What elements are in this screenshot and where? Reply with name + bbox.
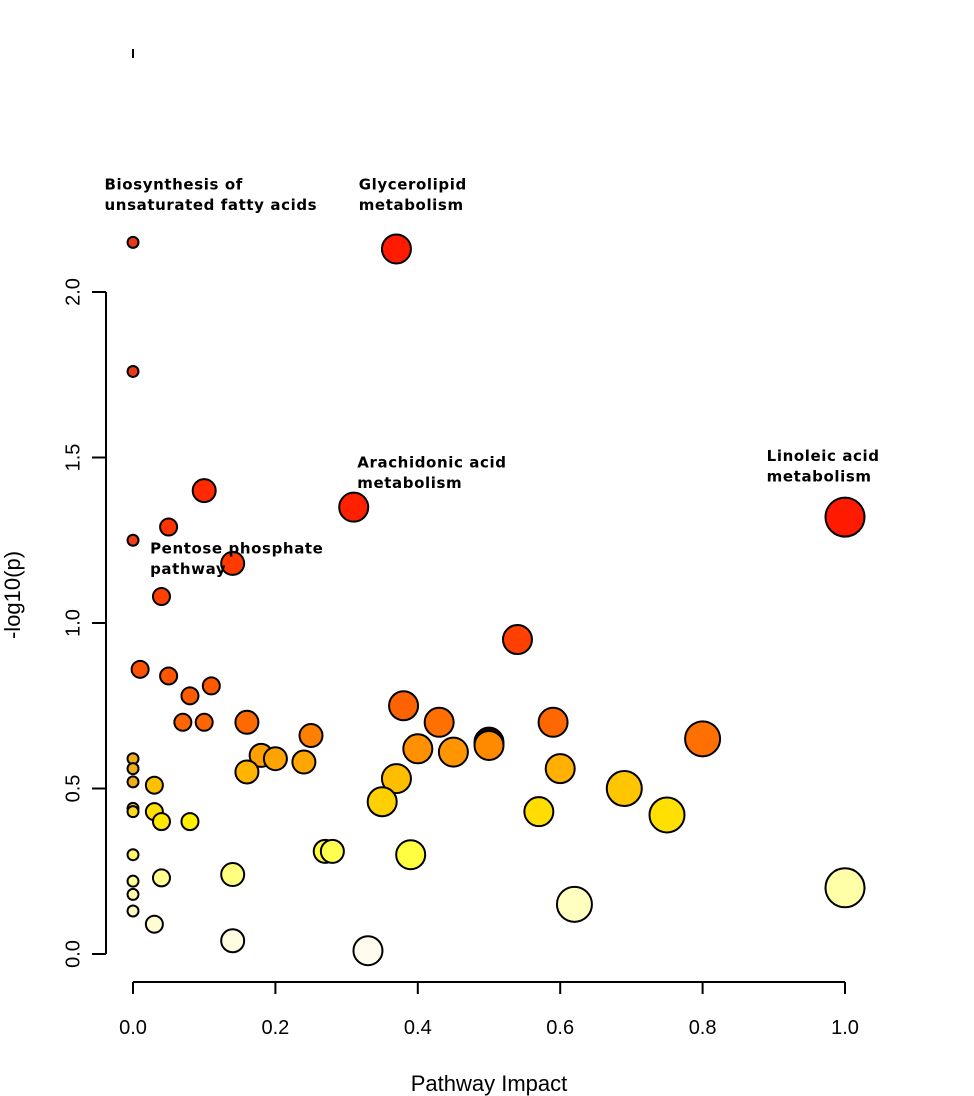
data-points xyxy=(126,233,866,967)
data-point xyxy=(605,770,643,807)
data-point xyxy=(262,746,288,772)
pathway-label: Biosynthesis of unsaturated fatty acids xyxy=(105,175,318,214)
data-point xyxy=(126,775,140,789)
data-point xyxy=(191,478,217,504)
data-point xyxy=(180,812,200,832)
data-point xyxy=(380,763,412,795)
data-point xyxy=(544,753,576,785)
pathway-label-line: pathway xyxy=(150,560,226,578)
x-axis-title: Pathway Impact xyxy=(411,1071,568,1096)
pathway-label: Arachidonic acid metabolism xyxy=(357,453,506,492)
data-point xyxy=(523,796,555,828)
data-point xyxy=(126,874,140,888)
data-point xyxy=(126,887,140,901)
data-point xyxy=(126,805,140,819)
x-tick-label: 0.0 xyxy=(119,1017,147,1039)
data-point xyxy=(555,885,593,923)
y-tick-label: 0.5 xyxy=(62,775,84,803)
pathway-label-line: Pentose phosphate xyxy=(150,539,323,557)
pathway-label-line: Biosynthesis of xyxy=(105,175,243,193)
data-point xyxy=(319,838,345,864)
data-point xyxy=(537,706,569,738)
data-point xyxy=(220,862,246,888)
y-tick-label: 1.5 xyxy=(62,444,84,472)
data-point xyxy=(126,533,140,547)
data-point xyxy=(126,848,140,862)
data-point xyxy=(159,666,179,686)
data-point xyxy=(684,720,722,758)
x-tick-label: 0.2 xyxy=(261,1017,289,1039)
data-point xyxy=(151,812,171,832)
data-point xyxy=(437,736,469,768)
data-point xyxy=(126,364,140,378)
x-axis: 0.0 0.2 0.4 0.6 0.8 1.0 xyxy=(119,981,859,1039)
pathway-label-line: Linoleic acid xyxy=(767,447,880,465)
y-tick-label: 0.0 xyxy=(62,940,84,968)
data-point xyxy=(402,733,434,765)
data-point xyxy=(338,491,370,523)
data-point xyxy=(126,762,140,776)
data-point xyxy=(234,709,260,735)
data-point xyxy=(423,706,455,738)
data-point xyxy=(395,839,427,871)
data-point xyxy=(388,690,420,722)
pathway-label-line: unsaturated fatty acids xyxy=(105,196,318,214)
pathway-label-line: Glycerolipid xyxy=(359,175,467,193)
x-tick-label: 0.8 xyxy=(689,1017,717,1039)
y-axis: 0.0 0.5 1.0 1.5 2.0 xyxy=(62,278,107,968)
data-point xyxy=(473,729,505,761)
pathway-label-line: Arachidonic acid xyxy=(357,453,506,471)
y-axis-title: -log10(p) xyxy=(0,551,25,639)
data-point xyxy=(159,517,179,537)
pathway-label: Pentose phosphate pathway xyxy=(150,539,323,578)
data-point xyxy=(173,712,193,732)
pathway-label-line: metabolism xyxy=(359,196,464,214)
data-point xyxy=(144,775,164,795)
data-point xyxy=(298,723,324,749)
data-point xyxy=(144,914,164,934)
data-point xyxy=(352,935,384,967)
data-point xyxy=(180,686,200,706)
data-point xyxy=(366,786,398,818)
data-point xyxy=(648,796,686,834)
data-point xyxy=(194,712,214,732)
data-point xyxy=(130,659,150,679)
data-point xyxy=(824,867,866,909)
data-point xyxy=(126,235,140,249)
data-point xyxy=(501,624,533,656)
pathway-label-line: metabolism xyxy=(357,474,462,492)
pathway-annotations: Biosynthesis of unsaturated fatty acids Gl… xyxy=(105,175,880,578)
data-point xyxy=(220,550,246,576)
x-tick-label: 1.0 xyxy=(831,1017,859,1039)
data-point xyxy=(291,749,317,775)
pathway-label-line: metabolism xyxy=(767,467,872,485)
y-tick-label: 2.0 xyxy=(62,278,84,306)
x-tick-label: 0.4 xyxy=(404,1017,432,1039)
data-point xyxy=(380,233,412,265)
data-point xyxy=(201,676,221,696)
data-point xyxy=(234,759,260,785)
data-point xyxy=(220,928,246,954)
y-tick-label: 1.0 xyxy=(62,609,84,637)
data-point xyxy=(824,496,866,538)
pathway-label: Linoleic acid metabolism xyxy=(767,447,880,486)
x-tick-label: 0.6 xyxy=(546,1017,574,1039)
data-point xyxy=(126,904,140,918)
data-point xyxy=(151,587,171,607)
data-point xyxy=(151,868,171,888)
pathway-label: Glycerolipid metabolism xyxy=(359,175,467,214)
